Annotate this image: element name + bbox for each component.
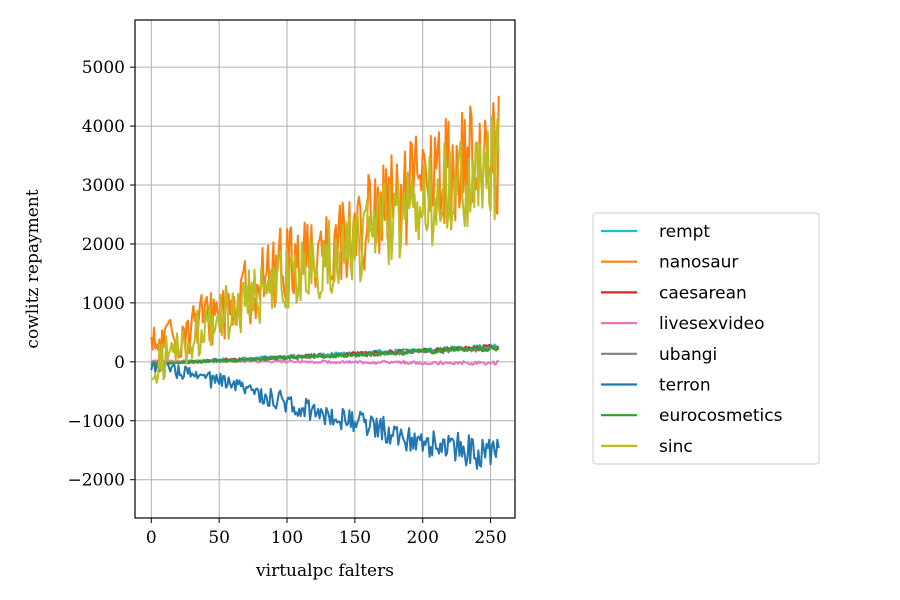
legend-entry: caesarean (659, 283, 747, 303)
legend-entry: terron (659, 376, 711, 396)
y-tick-label: 0 (114, 353, 125, 373)
x-tick-label: 250 (474, 528, 506, 548)
legend-entry: eurocosmetics (659, 406, 783, 426)
y-tick-label: −2000 (67, 471, 125, 491)
plot-frame (134, 19, 516, 519)
x-tick-label: 200 (406, 528, 438, 548)
series-line-eurocosmetics (150, 344, 500, 366)
legend-entry: livesexvideo (659, 314, 764, 334)
y-tick-label: 2000 (82, 235, 125, 255)
x-tick-label: 150 (339, 528, 371, 548)
series-lines (150, 95, 500, 470)
y-tick-label: −1000 (67, 412, 125, 432)
legend-entry: ubangi (659, 345, 717, 365)
y-tick-label: 1000 (82, 294, 125, 314)
x-axis-label: virtualpc falters (255, 561, 394, 581)
legend-box (592, 212, 820, 465)
y-tick-label: 3000 (82, 176, 125, 196)
series-line-sinc (150, 115, 500, 384)
y-tick-label: 5000 (82, 58, 125, 78)
x-tick-label: 0 (146, 528, 157, 548)
legend: rempt nanosaur caesarean livesexvideo ubangi… (592, 212, 820, 465)
x-tick-label: 100 (271, 528, 303, 548)
x-tick-label: 50 (208, 528, 230, 548)
series-line-terron (150, 360, 500, 470)
y-axis: −2000 −1000 0 1000 2000 3000 4000 5000 (67, 58, 135, 491)
y-axis-label: cowlitz repayment (23, 189, 43, 348)
grid-lines (135, 20, 515, 518)
legend-entry: rempt (659, 222, 710, 242)
x-axis: 0 50 100 150 200 250 (146, 518, 507, 548)
legend-entry: nanosaur (659, 253, 738, 273)
legend-entry: sinc (659, 437, 693, 457)
y-tick-label: 4000 (82, 117, 125, 137)
